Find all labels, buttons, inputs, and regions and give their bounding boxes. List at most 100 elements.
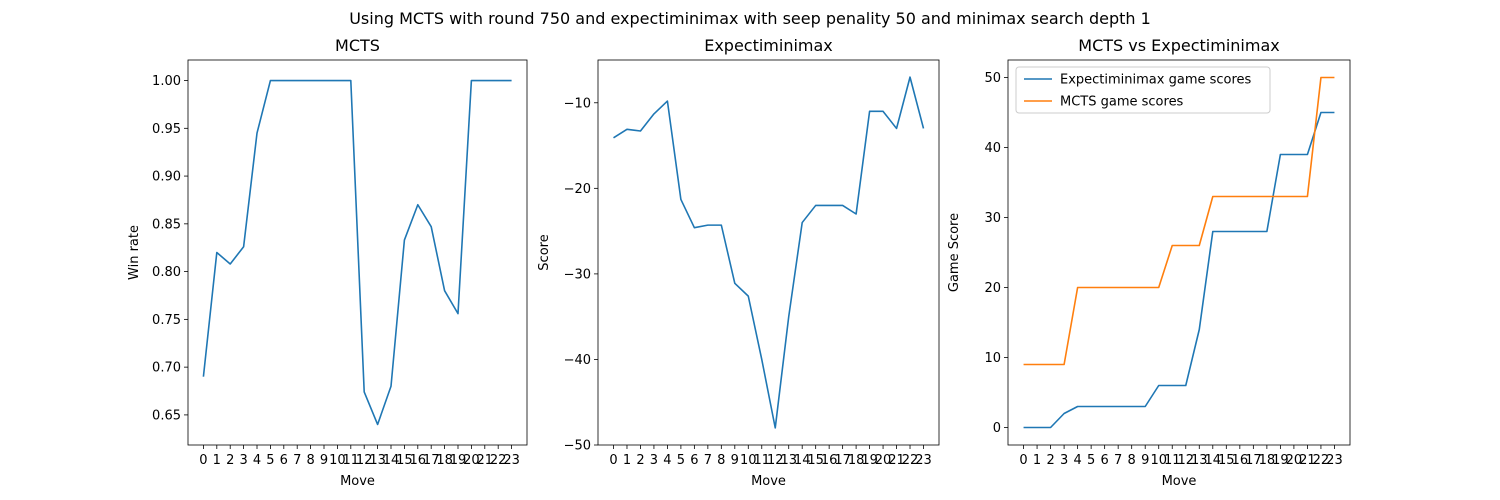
- x-tick-label: 16: [821, 453, 838, 468]
- y-tick-label: 1.00: [152, 74, 181, 89]
- x-tick-label: 7: [293, 453, 301, 468]
- x-tick-label: 14: [383, 453, 400, 468]
- y-tick-label: −30: [564, 267, 591, 282]
- axes-frame: [187, 59, 528, 446]
- x-tick-label: 1: [213, 453, 221, 468]
- y-tick-label: 30: [984, 211, 1001, 226]
- legend: Expectiminimax game scores MCTS game scor…: [1015, 66, 1271, 114]
- y-tick-label: 0.95: [152, 122, 181, 137]
- y-tick-label: −20: [564, 182, 591, 197]
- x-tick-label: 4: [1073, 453, 1081, 468]
- x-tick-label: 0: [609, 453, 617, 468]
- plot-title: Expectiminimax: [704, 36, 833, 55]
- plot-title: MCTS vs Expectiminimax: [1078, 36, 1279, 55]
- x-tick-label: 2: [1046, 453, 1054, 468]
- y-tick-label: 0.70: [152, 361, 181, 376]
- x-tick-label: 1: [1033, 453, 1041, 468]
- legend-label: Expectiminimax game scores: [1060, 73, 1252, 88]
- x-tick-label: 5: [677, 453, 685, 468]
- x-tick-label: 13: [369, 453, 386, 468]
- x-tick-label: 14: [794, 453, 811, 468]
- x-tick-label: 22: [490, 453, 507, 468]
- x-tick-label: 17: [834, 453, 851, 468]
- x-tick-label: 23: [503, 453, 520, 468]
- x-tick-label: 11: [343, 453, 360, 468]
- y-tick-label: 50: [984, 71, 1001, 86]
- x-tick-label: 10: [1150, 453, 1167, 468]
- x-tick-label: 15: [396, 453, 413, 468]
- x-tick-label: 10: [329, 453, 346, 468]
- x-tick-label: 23: [1326, 453, 1343, 468]
- x-tick-label: 7: [1114, 453, 1122, 468]
- y-tick-label: −50: [564, 439, 591, 454]
- axes-frame: [1007, 59, 1351, 446]
- x-tick-label: 19: [450, 453, 467, 468]
- x-axis-label: Move: [751, 474, 786, 489]
- x-tick-label: 15: [1218, 453, 1235, 468]
- x-tick-label: 22: [1313, 453, 1330, 468]
- x-tick-label: 21: [888, 453, 905, 468]
- x-tick-label: 8: [1128, 453, 1136, 468]
- x-tick-label: 6: [1101, 453, 1109, 468]
- series-line: [613, 76, 925, 429]
- x-tick-label: 14: [1205, 453, 1222, 468]
- x-tick-label: 4: [253, 453, 261, 468]
- x-tick-label: 7: [704, 453, 712, 468]
- x-tick-label: 10: [740, 453, 757, 468]
- y-tick-label: 10: [984, 351, 1001, 366]
- y-tick-label: −40: [564, 353, 591, 368]
- figure-suptitle: Using MCTS with round 750 and expectimin…: [349, 9, 1151, 28]
- y-tick-label: 0.65: [152, 408, 181, 423]
- series-line: [202, 79, 512, 426]
- x-tick-label: 21: [477, 453, 494, 468]
- x-tick-label: 3: [239, 453, 247, 468]
- x-tick-label: 12: [1177, 453, 1194, 468]
- x-tick-label: 12: [356, 453, 373, 468]
- x-tick-label: 0: [1019, 453, 1027, 468]
- y-axis-label: Game Score: [947, 213, 962, 292]
- series-line: [1023, 76, 1335, 366]
- x-tick-label: 11: [1164, 453, 1181, 468]
- x-tick-label: 13: [1191, 453, 1208, 468]
- x-tick-label: 9: [320, 453, 328, 468]
- x-tick-label: 3: [1060, 453, 1068, 468]
- x-tick-label: 1: [623, 453, 631, 468]
- subplot-expectiminimax: Expectiminimax 0 1 2 3 4 5 6 7 8 9 1011121314151617…: [537, 36, 940, 489]
- y-tick-label: 20: [984, 281, 1001, 296]
- x-tick-label: 17: [1245, 453, 1262, 468]
- y-axis-label: Score: [537, 234, 552, 270]
- x-tick-label: 8: [717, 453, 725, 468]
- x-tick-label: 13: [780, 453, 797, 468]
- y-tick-label: 0.80: [152, 265, 181, 280]
- x-tick-label: 5: [266, 453, 274, 468]
- x-tick-label: 2: [636, 453, 644, 468]
- x-tick-label: 4: [663, 453, 671, 468]
- x-tick-label: 21: [1299, 453, 1316, 468]
- x-tick-label: 12: [767, 453, 784, 468]
- x-tick-label: 16: [410, 453, 427, 468]
- legend-label: MCTS game scores: [1060, 95, 1184, 110]
- x-tick-label: 18: [1259, 453, 1276, 468]
- x-tick-label: 19: [1272, 453, 1289, 468]
- x-tick-label: 5: [1087, 453, 1095, 468]
- x-tick-label: 2: [226, 453, 234, 468]
- y-tick-label: 0.90: [152, 170, 181, 185]
- x-tick-label: 19: [861, 453, 878, 468]
- axes-frame: [597, 59, 940, 446]
- x-tick-label: 15: [807, 453, 824, 468]
- x-tick-label: 18: [848, 453, 865, 468]
- x-tick-label: 8: [306, 453, 314, 468]
- x-tick-label: 18: [436, 453, 453, 468]
- y-tick-label: 0.85: [152, 217, 181, 232]
- x-tick-label: 9: [731, 453, 739, 468]
- y-tick-label: −10: [564, 96, 591, 111]
- x-tick-label: 11: [753, 453, 770, 468]
- x-tick-label: 6: [280, 453, 288, 468]
- x-tick-label: 0: [199, 453, 207, 468]
- x-tick-label: 6: [690, 453, 698, 468]
- x-tick-label: 23: [915, 453, 932, 468]
- y-axis-label: Win rate: [127, 225, 142, 280]
